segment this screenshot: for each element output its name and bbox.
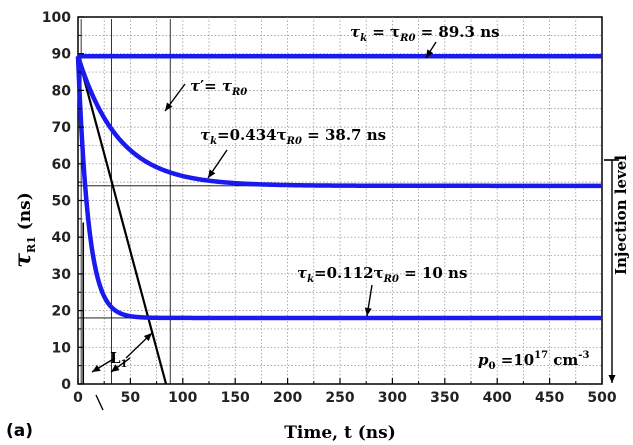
x-axis-label: Time, t (ns) <box>284 423 396 443</box>
origin-pointer <box>95 394 104 411</box>
x-tick-label: 150 <box>221 390 250 406</box>
y-tick-label: 30 <box>52 267 72 283</box>
x-tick-label: 300 <box>378 390 407 406</box>
curve2-label: τk=0.434τR0 = 38.7 ns <box>200 126 386 147</box>
curve1-label: τk = τR0 = 89.3 ns <box>350 23 500 44</box>
arrow-curve2-head <box>208 169 216 178</box>
arrow-L1-left-head <box>92 364 101 372</box>
x-tick-label: 500 <box>587 390 616 406</box>
series-curve-2 <box>75 55 604 189</box>
annotations: τk = τR0 = 89.3 ns τ′= τR0 τk=0.434τR0 =… <box>91 23 630 411</box>
y-tick-label: 90 <box>52 47 72 63</box>
y-tick-label: 60 <box>52 157 72 173</box>
y-tick-label: 20 <box>52 304 72 320</box>
curve3-label: τk=0.112τR0 = 10 ns <box>297 264 467 285</box>
grid <box>78 17 602 384</box>
x-tick-label: 50 <box>121 390 141 406</box>
series-curve-3 <box>75 56 604 321</box>
x-tick-label: 250 <box>325 390 354 406</box>
x-tick-label: 0 <box>73 390 83 406</box>
y-tick-label: 80 <box>52 83 72 99</box>
y-axis-label: τR1 (ns) <box>10 192 38 268</box>
y-tick-label: 70 <box>52 120 72 136</box>
ticks: 0 50 100 150 200 250 300 350 400 450 500 0 10 20 30 40 5… <box>42 10 617 406</box>
x-tick-label: 400 <box>483 390 512 406</box>
x-tick-label: 200 <box>273 390 302 406</box>
arrow-tangent-head <box>165 102 173 111</box>
p0-label: p0 =1017 cm-3 <box>478 350 589 372</box>
y-tick-label: 10 <box>52 340 72 356</box>
panel-label: (a) <box>6 421 33 441</box>
tangent-label: τ′= τR0 <box>190 77 247 98</box>
arrow-curve3-head <box>364 307 372 316</box>
y-tick-label: 100 <box>42 10 71 26</box>
arrow-L1-right-head <box>143 333 152 342</box>
y-tick-label: 0 <box>61 377 71 393</box>
arrow-injection-head <box>608 375 616 383</box>
x-tick-label: 100 <box>168 390 197 406</box>
curves <box>75 54 604 321</box>
y-tick-label: 40 <box>52 230 72 246</box>
injection-level-label: Injection level <box>612 155 630 275</box>
tangent-line <box>76 55 168 385</box>
y-tick-label: 50 <box>52 194 72 210</box>
arrow-curve1-head <box>426 49 434 58</box>
arrow-L1-right-start-head <box>111 364 120 372</box>
x-tick-label: 450 <box>535 390 564 406</box>
L1-label: L1 <box>110 349 128 370</box>
x-tick-label: 350 <box>430 390 459 406</box>
